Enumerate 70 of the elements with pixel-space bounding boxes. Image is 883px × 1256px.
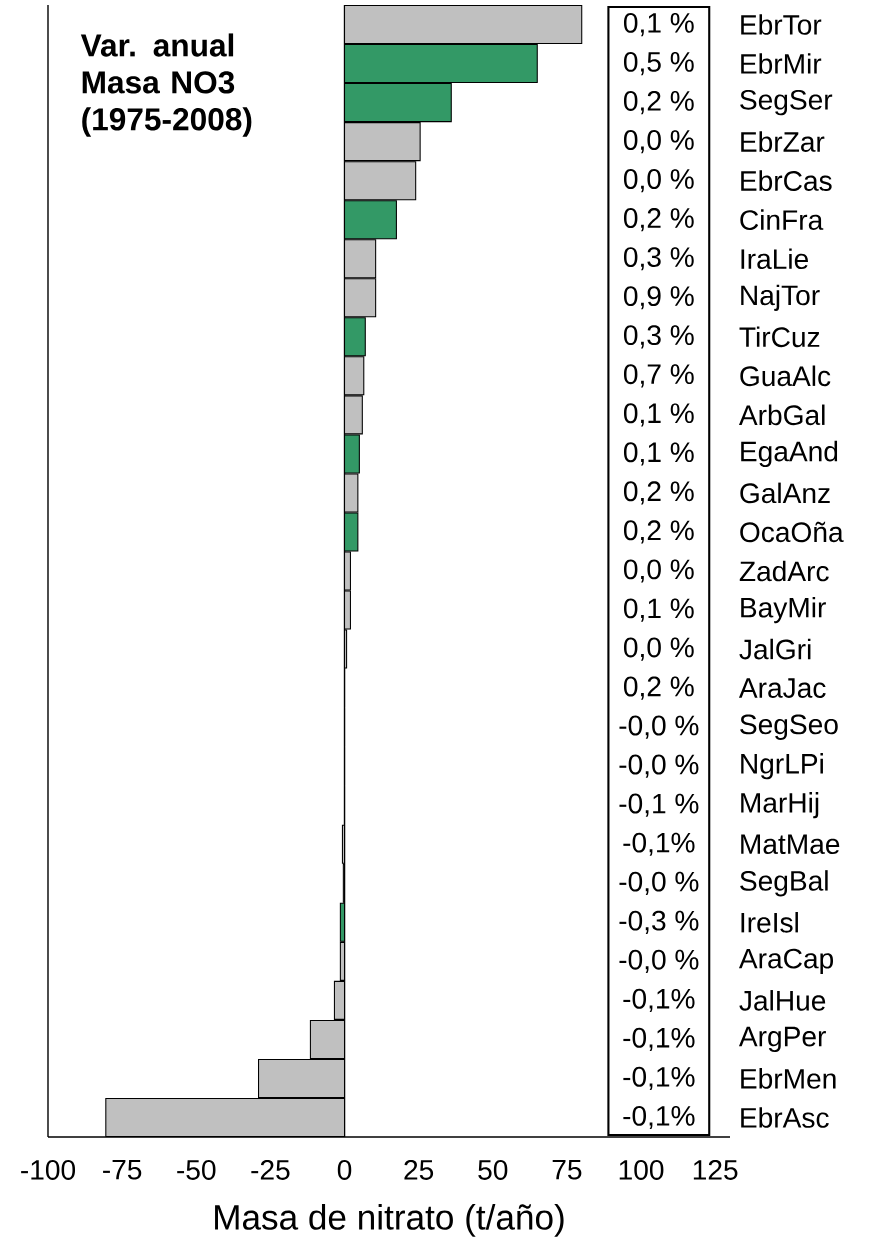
annotation: -0,0 %	[619, 871, 699, 895]
y-tick-label: SegBal	[740, 870, 828, 897]
annotation: 0,9 %	[623, 286, 694, 310]
annotation: -0,1%	[623, 832, 695, 856]
x-tick-label: 0	[337, 1159, 352, 1180]
x-tick-label: -50	[177, 1159, 216, 1180]
annotation: -0,1%	[623, 1027, 695, 1052]
y-tick-label: OcaOña	[740, 521, 844, 543]
y-tick-label: ArgPer	[738, 1026, 826, 1053]
annotation: 0,0 %	[623, 637, 694, 661]
annotation: 0,1 %	[623, 12, 694, 37]
annotation: -0,0 %	[619, 754, 699, 778]
y-tick-label: EbrAsc	[741, 1107, 829, 1128]
annotation: 0,7 %	[623, 364, 694, 388]
y-tick-label: GalAnz	[740, 482, 830, 504]
x-tick-label: 125	[693, 1159, 738, 1180]
y-tick-label: EbrMen	[741, 1068, 836, 1089]
annotation: 0,1 %	[623, 598, 694, 622]
y-tick-label: BayMir	[741, 596, 826, 624]
y-tick-label: IreIsl	[741, 911, 798, 933]
y-tick-label: NgrLPi	[741, 753, 823, 780]
annotation: 0,1 %	[623, 403, 694, 427]
text: Var. anual Masa NO3 (1975-2008)	[80, 33, 252, 137]
y-tick-label: IraLie	[741, 248, 808, 270]
annotation: 0,5 %	[623, 51, 694, 76]
x-tick-label: 100	[619, 1159, 664, 1180]
y-tick-label: EbrTor	[741, 14, 822, 35]
y-tick-label: JalGri	[739, 638, 811, 660]
y-tick-label: CinFra	[740, 209, 824, 231]
annotation: 0,0 %	[623, 559, 694, 583]
y-tick-label: EbrZar	[741, 131, 825, 152]
annotation: -0,1%	[623, 1066, 695, 1091]
y-tick-label: AraJac	[738, 678, 826, 698]
y-tick-label: SegSer	[740, 89, 833, 116]
annotation: 0,0 %	[623, 130, 694, 154]
x-tick-label: -100	[21, 1159, 76, 1180]
annotation: -0,1%	[623, 988, 695, 1012]
annotation: 0,3 %	[623, 325, 694, 349]
y-tick-label: NajTor	[741, 284, 820, 311]
annotation: 0,3 %	[623, 247, 694, 271]
x-axis-title: Masa de nitrato (t/año)	[215, 1204, 564, 1237]
annotation: 0,2 %	[623, 208, 694, 232]
annotation: 0,2 %	[623, 520, 694, 544]
x-tick-label: 50	[478, 1159, 508, 1180]
annotation: 0,2 %	[623, 676, 694, 700]
x-tick-label: -75	[103, 1159, 142, 1180]
annotation: 0,1 %	[623, 442, 694, 466]
y-tick-label: EgaAnd	[741, 440, 838, 468]
annotation: -0,0 %	[619, 949, 699, 973]
annotation: -0,0 %	[619, 715, 699, 739]
y-tick-label: EbrCas	[741, 170, 832, 191]
y-tick-label: EbrMir	[741, 53, 822, 74]
annotation: 0,0 %	[623, 169, 694, 193]
annotation: 0,2 %	[623, 90, 694, 115]
annotation: -0,1 %	[619, 793, 699, 817]
x-tick-label: 75	[552, 1159, 582, 1180]
y-tick-label: MarHij	[741, 792, 819, 819]
annotation: 0,2 %	[623, 481, 694, 505]
y-tick-label: SegSeo	[740, 714, 838, 740]
y-tick-label: MatMae	[741, 834, 840, 855]
y-tick-label: ZadArc	[739, 560, 829, 582]
y-tick-label: AraCap	[738, 948, 834, 975]
y-tick-label: ArbGal	[738, 404, 825, 426]
annotation: -0,1%	[623, 1105, 695, 1130]
x-tick-label: -25	[251, 1159, 290, 1180]
y-tick-label: GuaAlc	[740, 365, 831, 387]
annotation: -0,3 %	[619, 910, 699, 934]
y-tick-label: TirCuz	[739, 326, 820, 348]
y-tick-label: JalHue	[739, 990, 826, 1011]
x-tick-label: 25	[404, 1159, 434, 1180]
